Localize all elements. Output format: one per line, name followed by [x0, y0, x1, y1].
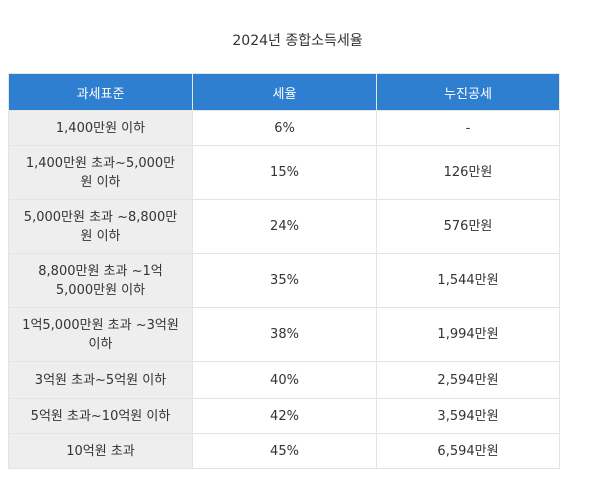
- tax-rate-cell: 40%: [192, 361, 377, 399]
- tax-base-cell: 3억원 초과~5억원 이하: [8, 361, 193, 399]
- table-row: 10억원 초과 45% 6,594만원: [8, 433, 560, 469]
- tax-base-cell: 8,800만원 초과 ~1억 5,000만원 이하: [8, 253, 193, 308]
- tax-base-cell: 5억원 초과~10억원 이하: [8, 398, 193, 434]
- tax-rate-cell: 15%: [192, 145, 377, 200]
- table-row: 5억원 초과~10억원 이하 42% 3,594만원: [8, 398, 560, 434]
- deduction-cell: 2,594만원: [376, 361, 560, 399]
- table-row: 1억5,000만원 초과 ~3억원 이하 38% 1,994만원: [8, 307, 560, 362]
- deduction-cell: 6,594만원: [376, 433, 560, 469]
- tax-rate-cell: 24%: [192, 199, 377, 254]
- tax-rate-cell: 45%: [192, 433, 377, 469]
- deduction-cell: 576만원: [376, 199, 560, 254]
- table-row: 3억원 초과~5억원 이하 40% 2,594만원: [8, 361, 560, 399]
- table-row: 5,000만원 초과 ~8,800만원 이하 24% 576만원: [8, 199, 560, 254]
- tax-rate-cell: 6%: [192, 110, 377, 146]
- tax-base-cell: 10억원 초과: [8, 433, 193, 469]
- tax-base-cell: 1억5,000만원 초과 ~3억원 이하: [8, 307, 193, 362]
- header-progressive-deduction: 누진공세: [376, 73, 560, 111]
- header-tax-rate: 세율: [192, 73, 377, 111]
- header-tax-base: 과세표준: [8, 73, 193, 111]
- table-row: 1,400만원 초과~5,000만원 이하 15% 126만원: [8, 145, 560, 200]
- tax-rate-cell: 38%: [192, 307, 377, 362]
- tax-base-cell: 1,400만원 이하: [8, 110, 193, 146]
- table-row: 1,400만원 이하 6% -: [8, 110, 560, 146]
- tax-base-cell: 1,400만원 초과~5,000만원 이하: [8, 145, 193, 200]
- deduction-cell: 126만원: [376, 145, 560, 200]
- tax-rate-cell: 42%: [192, 398, 377, 434]
- tax-rate-cell: 35%: [192, 253, 377, 308]
- tax-base-cell: 5,000만원 초과 ~8,800만원 이하: [8, 199, 193, 254]
- table-row: 8,800만원 초과 ~1억 5,000만원 이하 35% 1,544만원: [8, 253, 560, 308]
- page-title: 2024년 종합소득세율: [232, 33, 363, 49]
- table-header-row: 과세표준 세율 누진공세: [8, 73, 560, 111]
- deduction-cell: 1,994만원: [376, 307, 560, 362]
- deduction-cell: -: [376, 110, 560, 146]
- deduction-cell: 3,594만원: [376, 398, 560, 434]
- deduction-cell: 1,544만원: [376, 253, 560, 308]
- tax-rate-table: 과세표준 세율 누진공세 1,400만원 이하 6% - 1,400만원 초과~…: [8, 73, 560, 469]
